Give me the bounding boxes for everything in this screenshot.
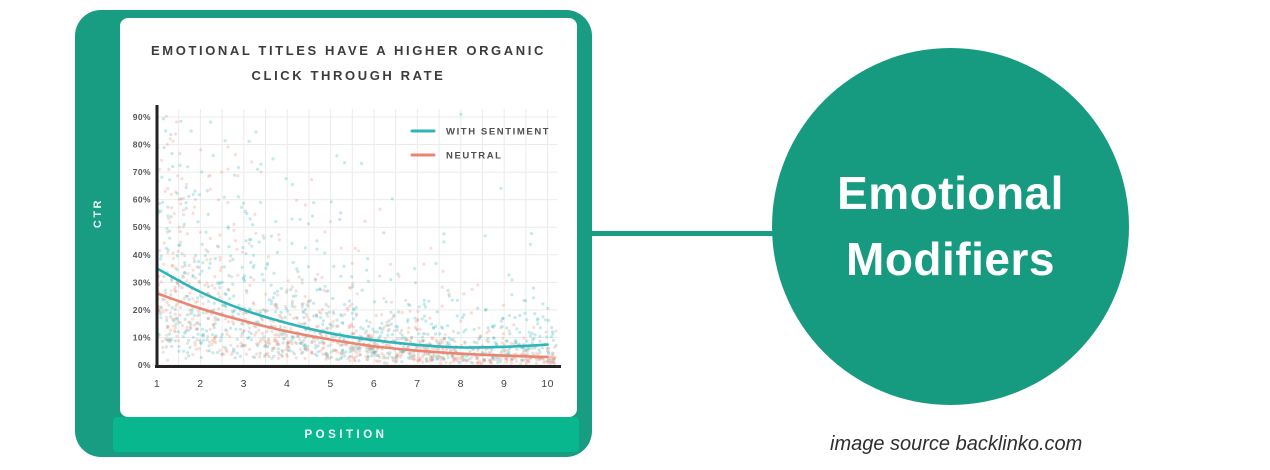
chart-title-line-2: CLICK THROUGH RATE [251,68,446,83]
svg-text:10%: 10% [133,332,151,342]
chart-title: EMOTIONAL TITLES HAVE A HIGHER ORGANIC C… [120,18,577,88]
svg-text:3: 3 [241,378,247,390]
svg-text:20%: 20% [133,305,151,315]
svg-text:80%: 80% [133,140,151,150]
image-source-credit: image source backlinko.com [830,433,1083,455]
chart-card: EMOTIONAL TITLES HAVE A HIGHER ORGANIC C… [120,18,577,417]
svg-text:10: 10 [541,378,554,390]
svg-text:2: 2 [197,378,203,390]
y-axis-label: CTR [91,198,104,229]
chart-title-line-1: EMOTIONAL TITLES HAVE A HIGHER ORGANIC [151,43,546,58]
svg-text:9: 9 [501,378,507,390]
connector-line [590,231,780,236]
x-axis-label-bar: POSITION [113,417,579,452]
svg-text:0%: 0% [138,360,151,370]
svg-text:8: 8 [458,378,464,390]
svg-text:40%: 40% [133,250,151,260]
ctr-scatter-chart: 0% 10% 20% 30% 40% 50% 60% 70% 80% 90% 1 2 3 4 5 6 7 8 9 10… [133,105,561,390]
svg-text:6: 6 [371,378,377,390]
svg-text:90%: 90% [133,112,151,122]
svg-text:30%: 30% [133,277,151,287]
svg-text:5: 5 [327,378,333,390]
chart-card-frame: CTR EMOTIONAL TITLES HAVE A HIGHER ORGAN… [75,10,592,457]
x-axis-label: POSITION [304,428,388,441]
svg-text:4: 4 [284,378,290,390]
svg-text:50%: 50% [133,222,151,232]
legend-item-neutral: NEUTRAL [446,151,503,162]
emotional-modifiers-badge: Emotional Modifiers [772,48,1129,405]
svg-text:70%: 70% [133,167,151,177]
svg-text:1: 1 [154,378,160,390]
svg-text:7: 7 [414,378,420,390]
badge-text-line-1: Emotional [837,167,1064,220]
legend-item-with-sentiment: WITH SENTIMENT [446,127,550,138]
badge-text-line-2: Modifiers [846,232,1055,285]
svg-text:60%: 60% [133,195,151,205]
y-axis-label-strip: CTR [75,10,120,417]
